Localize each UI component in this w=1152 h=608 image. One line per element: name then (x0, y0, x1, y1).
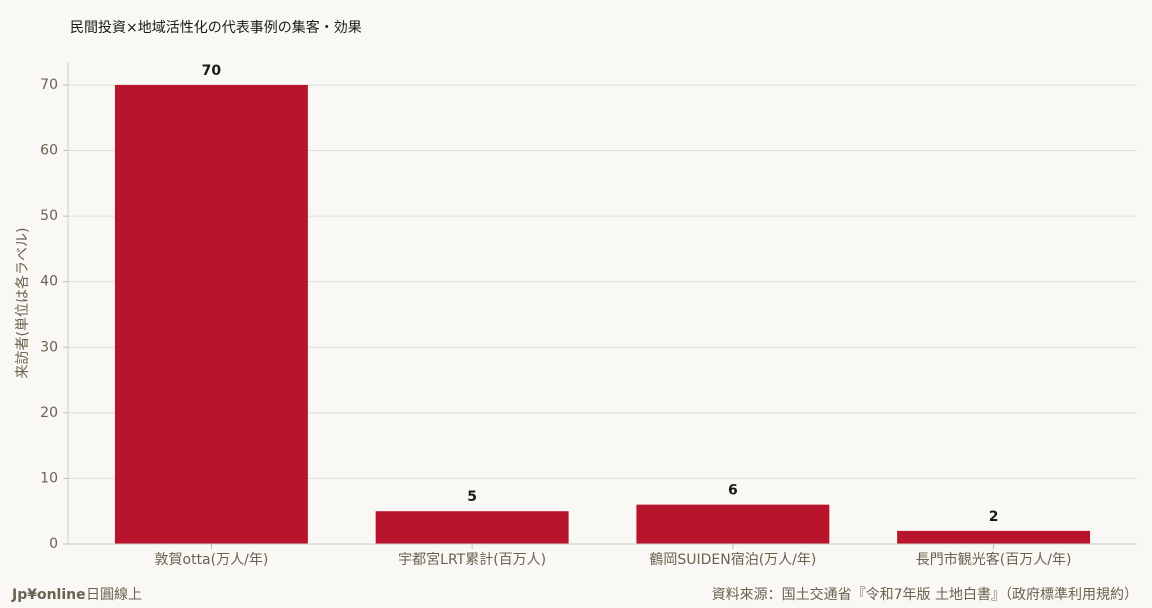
y-axis-label: 来訪者(単位は各ラベル) (15, 228, 31, 379)
y-tick-label: 0 (49, 536, 58, 552)
source: 資料來源：国土交通省『令和7年版 土地白書』（政府標準利用規約） (712, 586, 1138, 603)
chart-title: 民間投資×地域活性化の代表事例の集客・効果 (70, 19, 362, 36)
x-tick-label: 鶴岡SUIDEN宿泊(万人/年) (649, 551, 816, 568)
value-label: 6 (728, 483, 738, 499)
x-tick-label: 長門市観光客(百万人/年) (916, 551, 1072, 568)
y-tick-label: 10 (40, 470, 58, 486)
bar (375, 511, 569, 544)
bar (636, 504, 830, 544)
bar (897, 530, 1091, 544)
y-tick-label: 30 (40, 339, 58, 355)
x-tick-label: 敦賀otta(万人/年) (155, 552, 269, 568)
x-tick-label: 宇都宮LRT累計(百万人) (398, 552, 546, 568)
value-label: 70 (202, 63, 222, 79)
value-label: 2 (989, 509, 999, 525)
y-tick-label: 70 (40, 77, 58, 93)
bar (114, 84, 308, 544)
y-tick-label: 60 (40, 143, 58, 159)
y-tick-label: 50 (40, 208, 58, 224)
brand: Jp¥online (11, 587, 86, 603)
value-label: 5 (467, 489, 477, 505)
y-tick-label: 40 (40, 274, 58, 290)
brand-sub: 日圓線上 (86, 587, 142, 603)
y-tick-label: 20 (40, 405, 58, 421)
